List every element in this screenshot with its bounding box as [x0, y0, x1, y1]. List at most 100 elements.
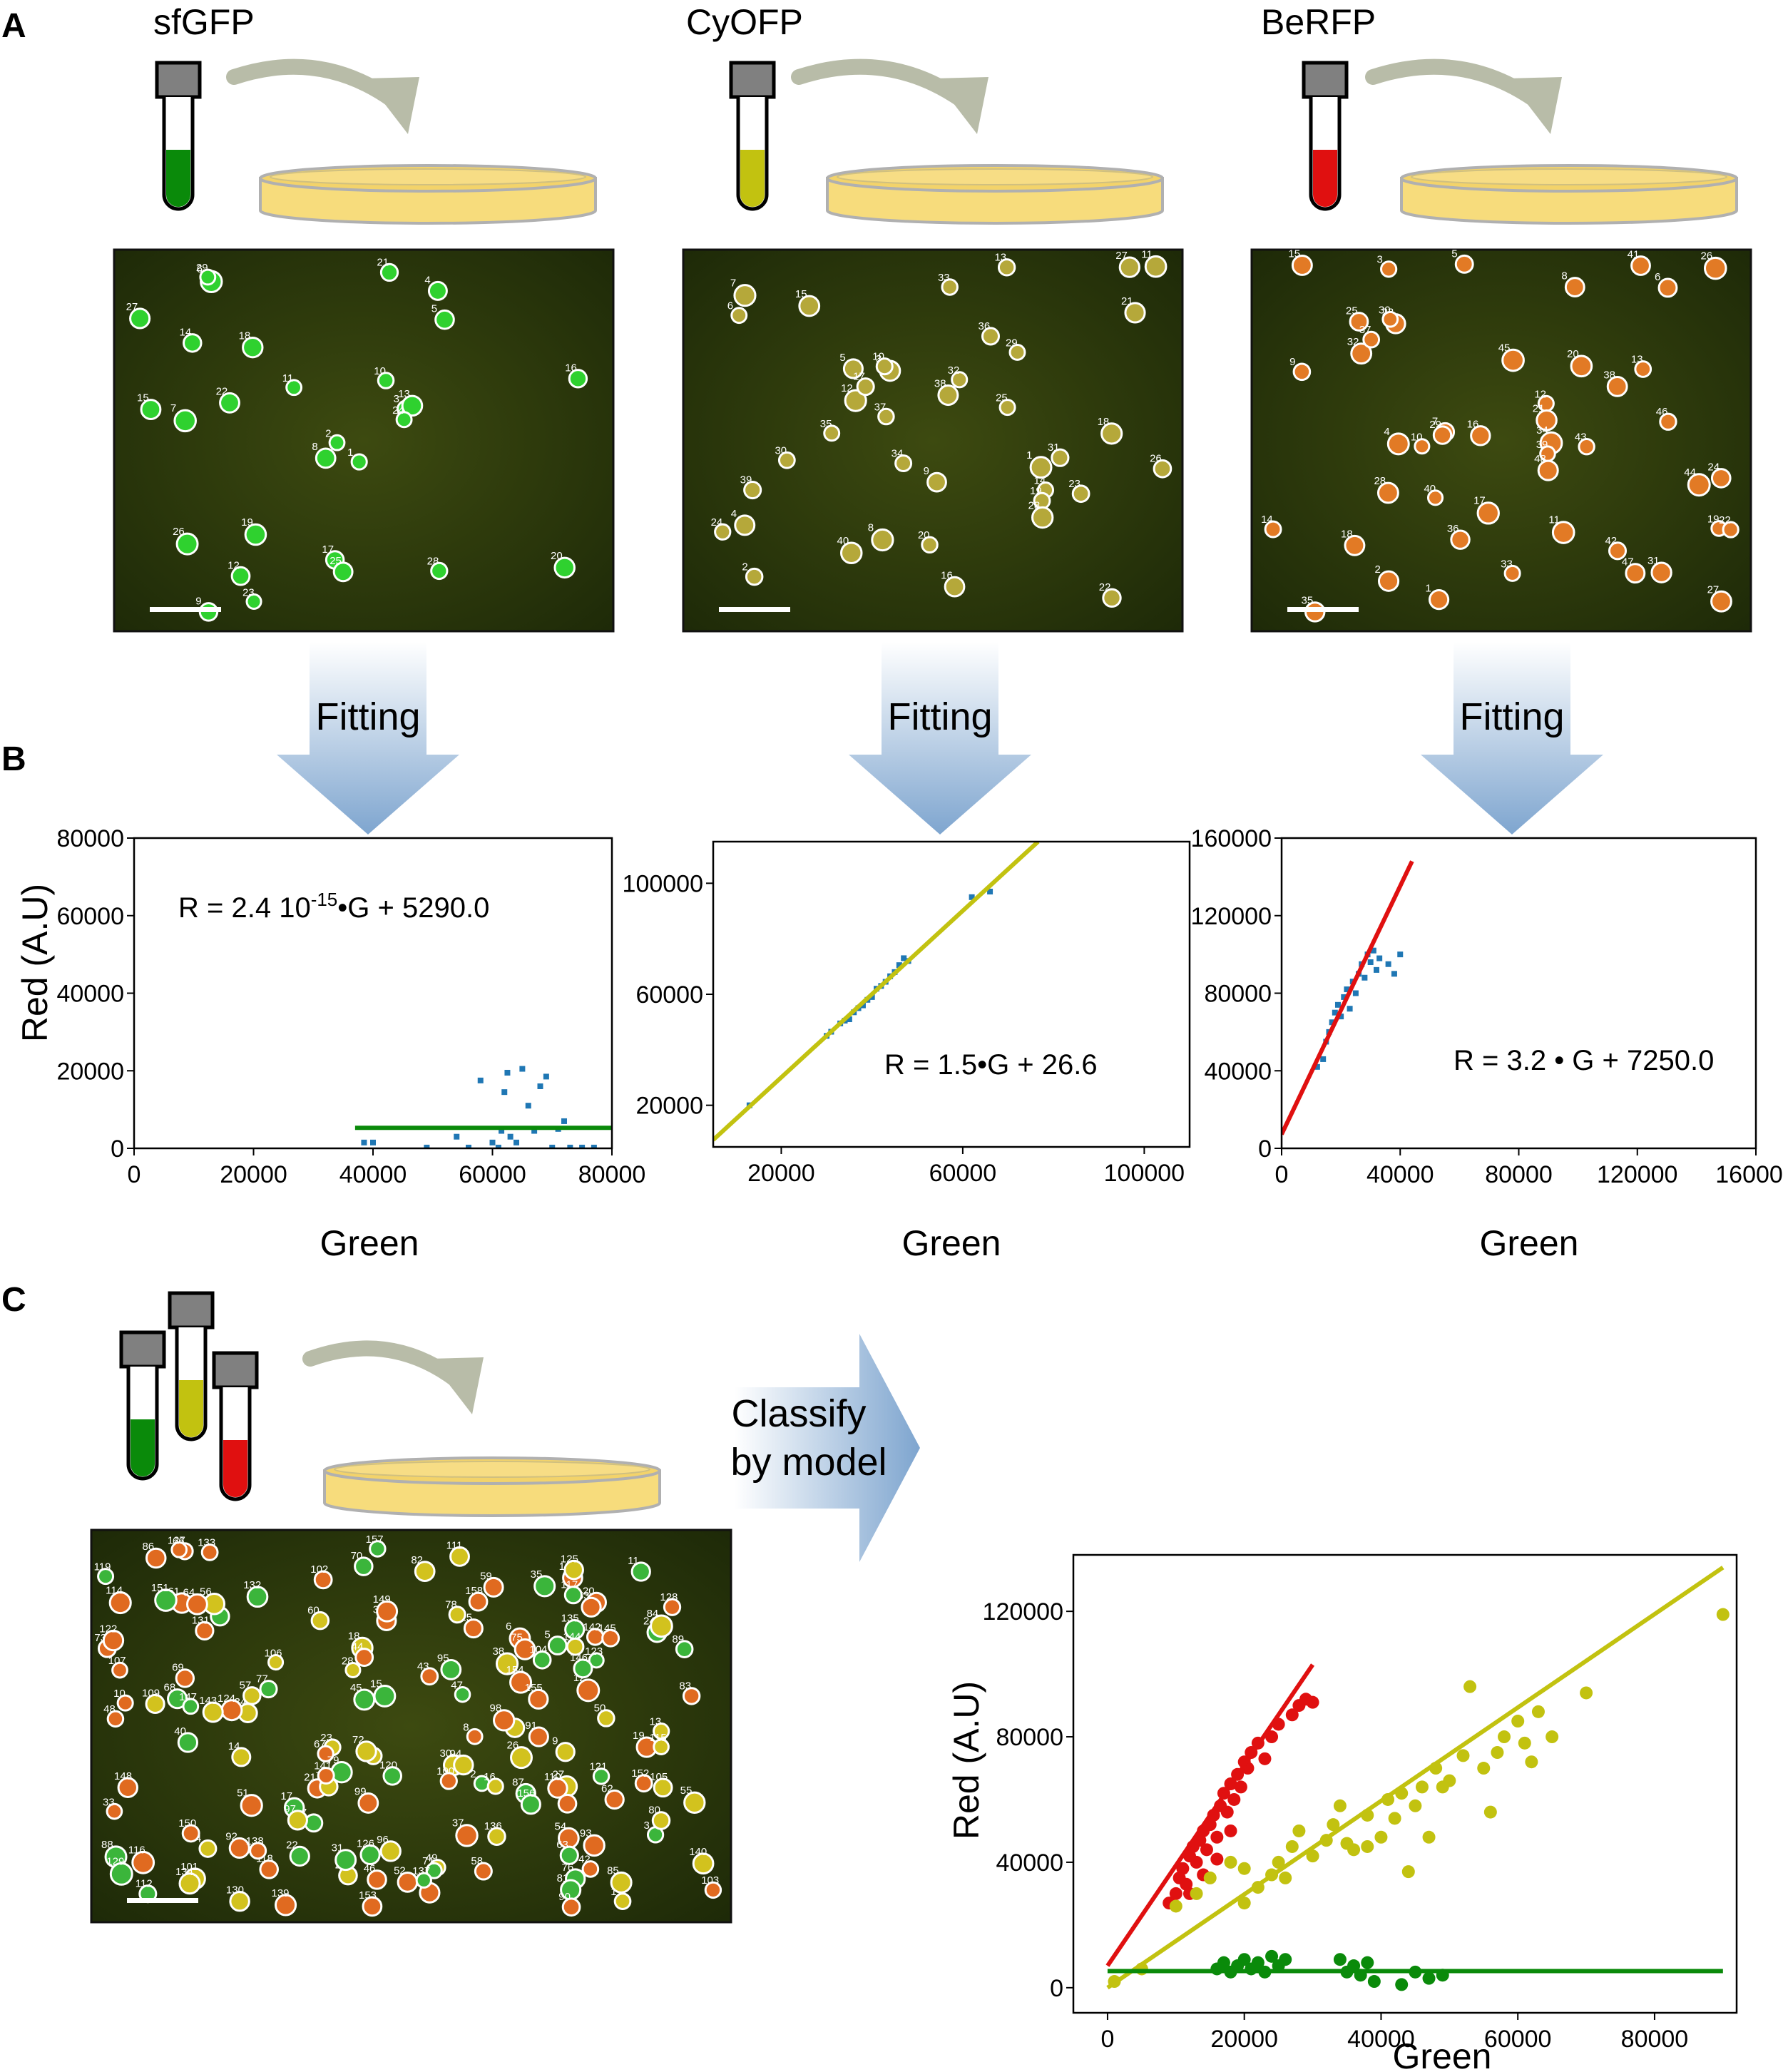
colony: [842, 358, 864, 379]
colony-number: 43: [1575, 431, 1587, 443]
colony: [1380, 260, 1398, 278]
colony: [315, 447, 337, 469]
colony-number: 28: [427, 555, 439, 567]
data-point: [1224, 1855, 1237, 1869]
arrow-shaft: [791, 58, 969, 108]
colony-number: 21: [1121, 295, 1133, 307]
colony: [682, 1687, 701, 1705]
colony: [581, 1860, 600, 1878]
data-point: [1361, 1956, 1374, 1969]
colony: [231, 1747, 252, 1767]
colony-number: 20: [551, 550, 563, 562]
tube-cap: [1302, 61, 1349, 99]
x-axis-label-4: Green: [1393, 2036, 1492, 2072]
colony: [245, 593, 262, 610]
data-point: [896, 962, 902, 969]
x-axis-label-3: Green: [1480, 1223, 1579, 1263]
colony-number: 27: [552, 1769, 564, 1781]
down-arrow-icon: [277, 642, 459, 835]
colony-number: 100: [436, 1765, 454, 1777]
data-point: [1285, 1839, 1299, 1853]
colony-number: 30: [439, 1747, 451, 1760]
colony-number: 114: [106, 1585, 123, 1597]
colony-number: 5: [431, 302, 437, 315]
y-tick-label: 0: [1050, 1975, 1063, 2002]
colony-number: 138: [246, 1835, 264, 1847]
colony-number: 23: [320, 1732, 332, 1744]
colony: [129, 307, 151, 330]
arrow-shaft: [1365, 58, 1543, 108]
colony: [653, 1738, 670, 1755]
colony: [317, 1745, 334, 1762]
data-point: [591, 1144, 597, 1148]
colony: [510, 1746, 533, 1770]
y-tick-label: 120000: [1191, 903, 1272, 930]
colony: [379, 1840, 402, 1862]
scale-bar: [1287, 607, 1359, 612]
colony: [823, 424, 841, 442]
colony-number: 37: [452, 1817, 464, 1829]
colony-number: 125: [561, 1553, 578, 1565]
colony: [533, 1575, 556, 1598]
colony: [131, 1850, 155, 1874]
colony: [414, 1561, 436, 1582]
colony: [313, 1570, 333, 1590]
colony: [1102, 588, 1122, 608]
colony-number: 45: [1498, 342, 1511, 354]
colony-number: 6: [197, 263, 203, 275]
colony: [941, 278, 959, 296]
colony: [798, 295, 821, 317]
data-point: [1409, 1799, 1422, 1812]
data-point: [1210, 1830, 1224, 1844]
data-point: [507, 1133, 514, 1140]
data-point: [1210, 1852, 1224, 1866]
colony: [844, 389, 867, 412]
data-point: [1436, 1780, 1449, 1794]
colony-number: 54: [555, 1820, 567, 1832]
colony: [170, 1541, 188, 1558]
colony: [145, 1693, 165, 1715]
x-tick-label: 40000: [339, 1161, 407, 1188]
colony-number: 133: [198, 1536, 215, 1548]
colony: [430, 561, 449, 581]
colony-number: 28: [342, 1655, 354, 1667]
data-point: [1237, 1862, 1251, 1875]
colony: [1344, 534, 1366, 556]
colony: [514, 1638, 536, 1660]
data-point: [859, 1002, 866, 1009]
colony-number: 16: [484, 1771, 496, 1783]
colony-number: 94: [450, 1747, 462, 1760]
y-tick-label: 40000: [996, 1849, 1063, 1877]
colony-number: 80: [648, 1805, 660, 1817]
colony-number: 101: [180, 1861, 198, 1873]
curved-arrow-icon: [226, 58, 419, 134]
y-tick-label: 80000: [996, 1724, 1063, 1751]
colony-number: 45: [350, 1682, 362, 1694]
data-point: [1334, 1001, 1341, 1008]
data-point: [561, 1118, 567, 1124]
equation-berfp: R = 3.2 • G + 7250.0: [1454, 1045, 1714, 1076]
x-tick-label: 120000: [1597, 1161, 1677, 1188]
colony: [377, 372, 395, 389]
colony-number: 10: [1411, 432, 1423, 444]
data-point: [1190, 1855, 1203, 1869]
colony: [367, 1869, 387, 1890]
colony-number: 35: [820, 418, 832, 430]
colony: [353, 1688, 376, 1711]
colony-number: 103: [701, 1874, 719, 1887]
data-point: [477, 1077, 484, 1083]
data-point: [1415, 1780, 1429, 1794]
colony-number: 27: [1115, 250, 1128, 262]
data-point: [499, 1128, 505, 1134]
colony: [1625, 563, 1646, 584]
colony: [183, 333, 203, 353]
colony-number: 79: [327, 1755, 339, 1767]
tube-liquid: [179, 1380, 203, 1437]
colony: [1630, 255, 1651, 276]
data-point: [1546, 1730, 1559, 1744]
colony: [382, 1766, 403, 1786]
colony-number: 6: [506, 1621, 511, 1633]
arrow-head: [365, 77, 419, 134]
plot-body: [1105, 1566, 1730, 1991]
colony-number: 11: [1548, 514, 1560, 526]
